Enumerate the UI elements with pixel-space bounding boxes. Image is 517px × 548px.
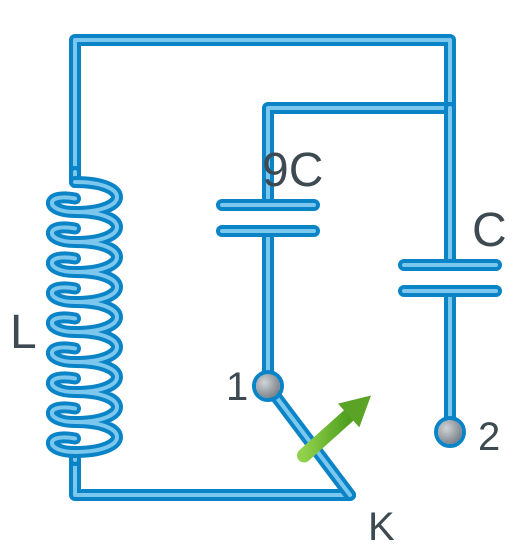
circuit-diagram: L 9C C 1 2 K	[0, 0, 517, 548]
label-cap1: 9C	[262, 144, 323, 197]
wire-bottom	[75, 460, 350, 495]
switch-terminal-1	[256, 374, 280, 398]
label-t2: 2	[478, 415, 500, 459]
label-K: K	[368, 505, 395, 548]
label-t1: 1	[226, 365, 248, 409]
switch-terminal-2	[438, 420, 462, 444]
label-L: L	[10, 306, 37, 359]
label-cap2: C	[472, 204, 507, 257]
